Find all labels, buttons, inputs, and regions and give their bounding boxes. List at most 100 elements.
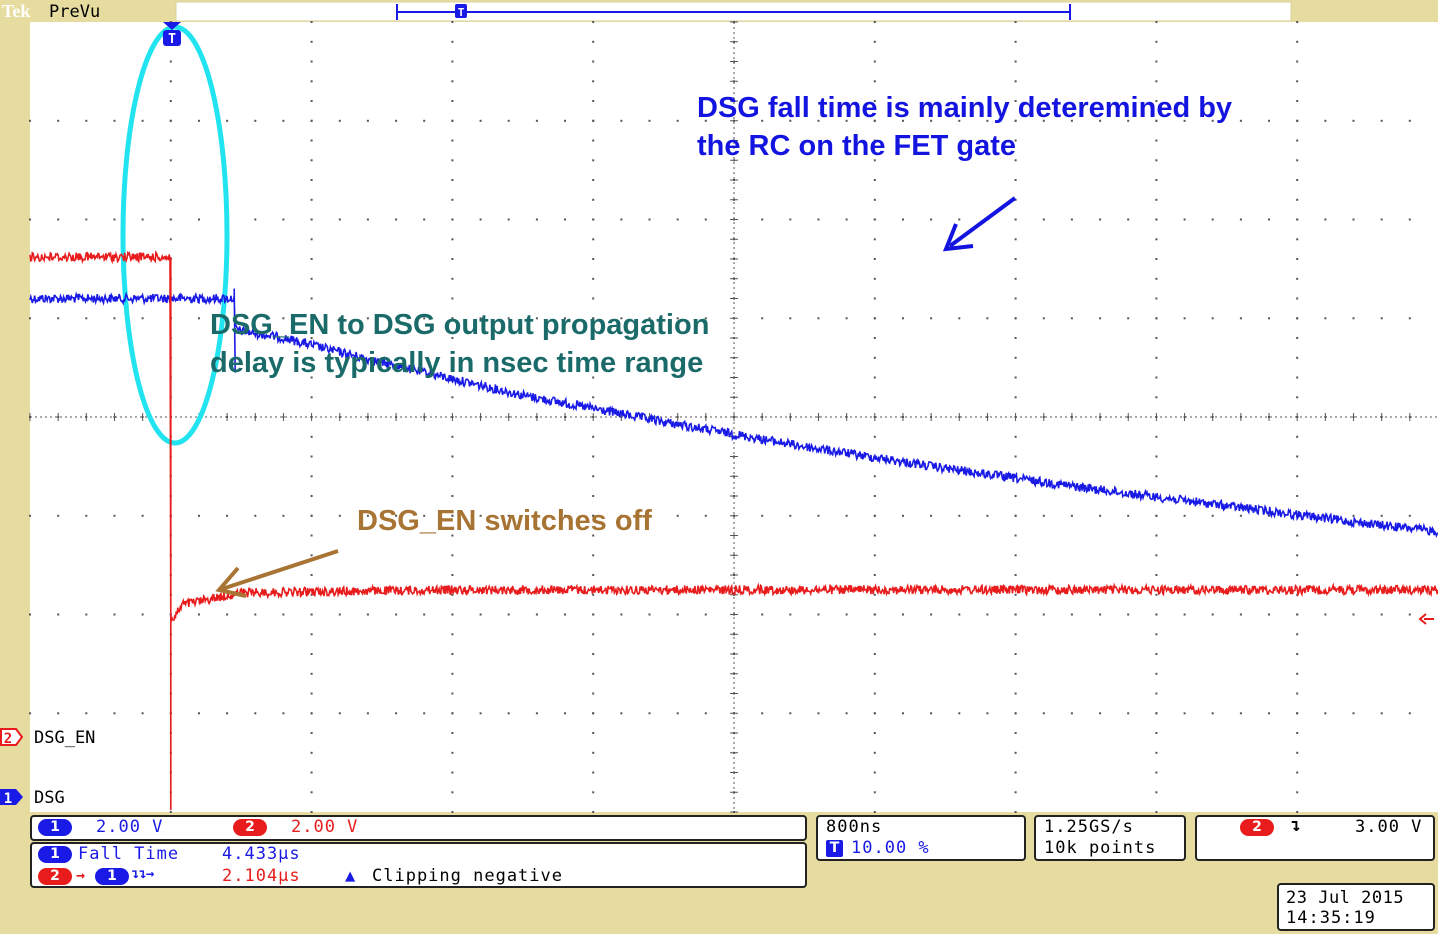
- grid-dot: [1183, 712, 1186, 715]
- grid-dot: [310, 100, 313, 102]
- grid-dot: [761, 514, 764, 517]
- grid-dot: [902, 218, 904, 221]
- grid-dot: [451, 712, 454, 715]
- grid-dot: [310, 80, 313, 83]
- grid-dot: [451, 21, 454, 23]
- grid-dot: [29, 317, 31, 320]
- grid-dot: [1014, 455, 1017, 458]
- grid-dot: [1324, 119, 1327, 122]
- grid-dot: [845, 514, 848, 517]
- grid-dot: [1155, 119, 1158, 122]
- grid-dot: [1014, 238, 1017, 241]
- timebase-panel[interactable]: [816, 815, 1026, 861]
- grid-dot: [1155, 80, 1158, 83]
- measurement-1-channel-badge: 1: [38, 846, 72, 863]
- grid-dot: [226, 712, 229, 715]
- grid-dot: [592, 672, 595, 675]
- grid-dot: [873, 672, 876, 675]
- grid-dot: [1296, 475, 1299, 478]
- grid-dot: [310, 692, 313, 695]
- grid-dot: [1183, 613, 1186, 616]
- acquisition-mode: PreVu: [49, 2, 100, 22]
- grid-dot: [1155, 514, 1158, 517]
- grid-dot: [1014, 21, 1017, 23]
- grid-dot: [310, 613, 313, 616]
- grid-dot: [535, 119, 538, 122]
- grid-dot: [310, 119, 313, 122]
- grid-dot: [592, 376, 595, 379]
- measurement-panel[interactable]: [30, 842, 807, 888]
- grid-dot: [310, 791, 313, 794]
- grid-dot: [592, 218, 595, 221]
- grid-dot: [1014, 159, 1017, 162]
- grid-dot: [592, 80, 595, 83]
- grid-dot: [1014, 80, 1017, 83]
- falling-edges-icon: ↴↴→: [131, 866, 154, 882]
- grid-dot: [1042, 119, 1045, 122]
- grid-dot: [592, 396, 595, 399]
- channel-scale-panel[interactable]: [30, 815, 807, 841]
- grid-dot: [1296, 179, 1299, 181]
- grid-dot: [1127, 317, 1130, 320]
- grid-dot: [592, 435, 595, 438]
- grid-dot: [648, 317, 651, 320]
- grid-dot: [451, 593, 454, 596]
- grid-dot: [479, 218, 482, 221]
- grid-dot: [1380, 613, 1383, 616]
- grid-dot: [873, 475, 876, 478]
- grid-dot: [845, 218, 848, 221]
- grid-dot: [113, 317, 116, 320]
- grid-dot: [1014, 672, 1017, 675]
- grid-dot: [451, 534, 454, 537]
- grid-dot: [1352, 119, 1355, 122]
- grid-dot: [85, 514, 88, 517]
- grid-dot: [198, 514, 200, 517]
- grid-dot: [873, 258, 876, 260]
- grid-dot: [648, 514, 651, 517]
- grid-dot: [451, 574, 454, 576]
- grid-dot: [902, 712, 904, 715]
- grid-dot: [1099, 514, 1102, 517]
- grid-dot: [592, 238, 595, 241]
- measurement-2-from-badge: 2: [38, 868, 72, 885]
- grid-dot: [592, 297, 595, 300]
- trigger-position-overview-icon: T: [455, 4, 467, 19]
- grid-dot: [366, 613, 369, 616]
- grid-dot: [986, 514, 989, 517]
- grid-dot: [1296, 712, 1299, 715]
- brand-logo: Tek: [2, 1, 30, 21]
- grid-dot: [1127, 218, 1130, 221]
- grid-dot: [1042, 317, 1045, 320]
- grid-dot: [873, 633, 876, 636]
- grid-dot: [507, 218, 510, 221]
- grid-dot: [676, 119, 679, 122]
- trigger-panel[interactable]: [1195, 815, 1435, 861]
- grid-dot: [1324, 613, 1327, 616]
- timebase-scale: 800ns: [826, 817, 883, 837]
- measurement-2-value: 2.104µs: [222, 866, 301, 886]
- grid-dot: [282, 613, 285, 616]
- grid-dot: [592, 514, 595, 517]
- delay-annotation-line-1: DSG_EN to DSG output propagation: [210, 309, 710, 341]
- grid-dot: [902, 119, 904, 122]
- grid-dot: [1099, 218, 1102, 221]
- grid-dot: [1127, 613, 1130, 616]
- grid-dot: [592, 337, 595, 339]
- grid-dot: [986, 317, 989, 320]
- grid-dot: [254, 613, 257, 616]
- grid-dot: [451, 435, 454, 438]
- acquisition-panel[interactable]: [1034, 815, 1186, 861]
- grid-dot: [1070, 119, 1073, 122]
- grid-dot: [592, 100, 595, 102]
- grid-dot: [958, 218, 961, 221]
- grid-dot: [310, 554, 313, 557]
- grid-dot: [704, 119, 707, 122]
- grid-dot: [310, 159, 313, 162]
- grid-dot: [817, 712, 820, 715]
- grid-dot: [648, 218, 651, 221]
- grid-dot: [1014, 258, 1017, 260]
- grid-dot: [451, 139, 454, 142]
- grid-dot: [198, 613, 200, 616]
- grid-dot: [535, 613, 538, 616]
- grid-dot: [310, 198, 313, 201]
